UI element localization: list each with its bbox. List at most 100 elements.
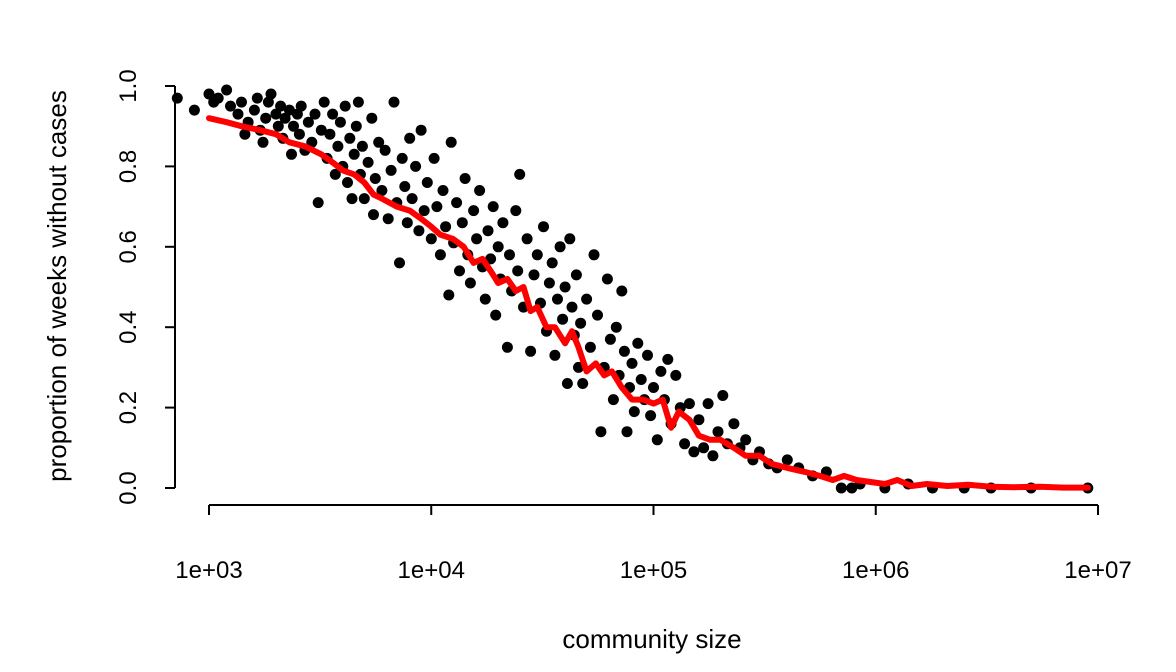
data-point: [385, 164, 397, 176]
data-point: [406, 193, 418, 205]
data-point: [451, 197, 463, 209]
data-point: [479, 293, 491, 305]
data-point: [584, 341, 596, 353]
data-point: [521, 233, 533, 245]
data-point: [528, 269, 540, 281]
data-point: [171, 92, 183, 104]
data-point: [683, 398, 695, 410]
data-point: [512, 265, 524, 277]
data-point: [293, 128, 305, 140]
data-point: [566, 301, 578, 313]
data-point: [492, 241, 504, 253]
data-point: [260, 112, 272, 124]
axes: 1e+03 1e+04 1e+05 1e+06 1e+07 0.00.20.40.60.…: [115, 69, 1132, 584]
data-point: [312, 197, 324, 209]
data-point: [510, 205, 522, 217]
data-point: [525, 345, 537, 357]
data-point: [248, 104, 260, 116]
data-point: [648, 382, 659, 393]
data-point: [350, 120, 362, 132]
data-point: [415, 124, 427, 136]
data-point: [645, 410, 657, 422]
data-point: [318, 96, 330, 108]
data-point: [459, 173, 471, 184]
data-point: [437, 185, 449, 196]
data-point: [655, 365, 667, 377]
data-point: [327, 108, 339, 120]
data-point: [315, 124, 327, 136]
data-point: [288, 120, 299, 132]
data-point: [635, 374, 647, 385]
data-point: [302, 116, 314, 128]
data-point: [334, 116, 346, 128]
data-point: [543, 277, 555, 289]
data-point: [740, 434, 752, 446]
data-point: [295, 100, 307, 112]
data-point: [570, 269, 582, 281]
data-point: [728, 418, 740, 430]
x-tick-label: 1e+06: [842, 557, 909, 584]
data-point: [781, 454, 793, 466]
data-point: [368, 209, 379, 221]
data-point: [698, 442, 710, 454]
data-point: [546, 257, 558, 269]
y-tick-label: 0.2: [115, 391, 142, 424]
data-point: [239, 128, 251, 140]
data-point: [662, 353, 674, 365]
data-point: [401, 217, 413, 229]
data-point: [425, 233, 437, 245]
data-point: [610, 321, 622, 333]
data-point: [618, 345, 630, 357]
data-point: [431, 201, 443, 213]
data-point: [342, 177, 353, 188]
data-point: [272, 120, 284, 132]
data-point: [577, 378, 589, 389]
data-point: [221, 84, 233, 96]
data-point: [382, 213, 394, 225]
data-point: [595, 426, 607, 438]
data-point: [575, 317, 587, 329]
data-point: [396, 152, 408, 164]
y-axis-ticks: 0.0 0.2 0.4 0.6 0.8 1.0: [115, 69, 175, 505]
data-point: [232, 108, 244, 120]
data-point: [464, 277, 476, 289]
data-point: [707, 450, 719, 462]
data-point: [428, 152, 440, 164]
data-point: [621, 426, 633, 438]
data-point: [270, 108, 282, 120]
data-point: [561, 378, 573, 389]
data-point: [651, 434, 663, 446]
data-point: [581, 293, 593, 305]
data-point: [616, 285, 628, 297]
x-tick-label: 1e+03: [175, 557, 242, 584]
data-point: [212, 92, 224, 104]
trend-line: [206, 115, 1091, 491]
data-point: [251, 92, 263, 104]
data-point: [835, 482, 847, 494]
data-point: [504, 249, 515, 261]
data-point: [346, 193, 358, 205]
data-point: [275, 100, 287, 112]
data-point: [203, 88, 215, 100]
data-point: [632, 337, 644, 349]
data-point: [679, 438, 691, 450]
data-point: [588, 249, 600, 261]
data-point: [379, 144, 391, 156]
data-point: [366, 112, 378, 124]
data-point: [702, 398, 714, 410]
x-axis-title: community size: [562, 624, 741, 654]
data-point: [693, 414, 705, 426]
data-point: [601, 273, 613, 285]
x-tick-label: 1e+05: [620, 557, 687, 584]
data-point: [388, 96, 400, 108]
data-point: [538, 221, 549, 233]
data-point: [482, 225, 494, 237]
data-point: [554, 241, 566, 253]
data-point: [688, 446, 700, 458]
data-point: [324, 128, 336, 140]
data-point: [376, 185, 388, 196]
data-point: [471, 233, 483, 245]
data-point: [552, 293, 563, 305]
data-point: [373, 136, 385, 148]
y-tick-label: 0.4: [115, 311, 142, 344]
